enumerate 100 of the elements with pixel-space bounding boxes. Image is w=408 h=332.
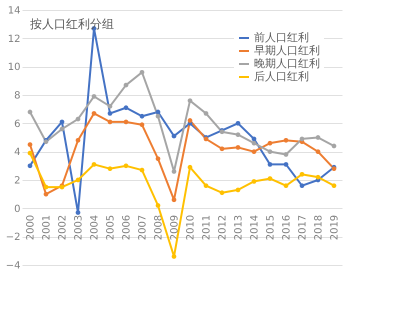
point xyxy=(28,110,32,114)
point xyxy=(204,111,208,116)
point xyxy=(76,178,80,182)
point xyxy=(140,114,144,119)
point xyxy=(124,163,128,168)
point xyxy=(92,111,96,116)
y-tick-label: 12 xyxy=(8,34,20,45)
y-tick-label: 8 xyxy=(14,90,20,102)
point xyxy=(284,152,288,157)
point xyxy=(172,254,176,259)
x-tick-label: 2016 xyxy=(282,214,292,240)
point xyxy=(252,149,256,154)
point xyxy=(172,197,176,202)
x-tick-label: 2000 xyxy=(26,214,36,240)
x-tick-label: 2007 xyxy=(138,214,148,240)
point xyxy=(124,120,128,124)
y-tick-label: 6 xyxy=(14,118,20,130)
point xyxy=(316,135,320,140)
point xyxy=(108,111,112,116)
point xyxy=(108,120,112,124)
point xyxy=(44,184,48,190)
point xyxy=(124,105,128,110)
x-tick-label: 2008 xyxy=(154,214,164,240)
x-tick-label: 2013 xyxy=(234,214,244,240)
point xyxy=(28,150,32,156)
point xyxy=(140,70,144,75)
point xyxy=(284,162,288,167)
y-tick-label: 10 xyxy=(8,62,20,74)
point xyxy=(188,164,192,170)
x-tick-label: 2015 xyxy=(266,214,276,240)
point xyxy=(220,146,224,152)
point xyxy=(76,138,80,143)
x-tick-label: 2014 xyxy=(250,214,260,240)
legend-label: 前人口红利 xyxy=(254,31,309,44)
point xyxy=(156,114,160,119)
point xyxy=(140,122,144,128)
y-tick-label: 2 xyxy=(14,176,20,186)
point xyxy=(268,149,272,154)
point xyxy=(316,149,320,154)
point xyxy=(92,94,96,99)
legend-label: 早期人口红利 xyxy=(254,44,320,57)
point xyxy=(220,190,224,196)
x-tick-label: 2005 xyxy=(106,214,116,240)
point xyxy=(332,144,336,148)
point xyxy=(204,183,208,188)
point xyxy=(76,210,80,215)
x-tick-label: 2001 xyxy=(42,214,52,240)
point xyxy=(108,166,112,172)
point xyxy=(124,82,128,88)
point xyxy=(252,140,256,146)
x-tick-label: 2017 xyxy=(298,214,308,240)
y-tick-label: 14 xyxy=(8,6,20,16)
y-tick-label: 4 xyxy=(14,147,20,158)
point xyxy=(156,110,160,114)
point xyxy=(300,172,304,177)
point xyxy=(284,138,288,143)
point xyxy=(188,118,192,123)
point xyxy=(60,126,64,132)
point xyxy=(60,120,64,124)
point xyxy=(268,176,272,181)
point xyxy=(28,163,32,168)
point xyxy=(92,162,96,167)
legend-label: 后人口红利 xyxy=(254,70,309,83)
point xyxy=(188,98,192,104)
x-tick-label: 2012 xyxy=(218,214,228,240)
point xyxy=(284,183,288,188)
x-tick-label: 2018 xyxy=(314,214,324,240)
point xyxy=(76,116,80,122)
x-tick-label: 2006 xyxy=(122,214,132,240)
point xyxy=(252,136,256,142)
point xyxy=(236,120,240,126)
point xyxy=(156,203,160,208)
point xyxy=(108,104,112,109)
point xyxy=(44,192,48,197)
point xyxy=(316,174,320,180)
point xyxy=(140,168,144,172)
y-tick-label: 0 xyxy=(14,204,20,215)
point xyxy=(268,140,272,146)
y-tick-label: −4 xyxy=(6,260,20,272)
point xyxy=(236,145,240,150)
point xyxy=(268,162,272,167)
point xyxy=(172,134,176,138)
point xyxy=(252,179,256,184)
x-tick-label: 2003 xyxy=(74,214,84,240)
text: 按人口红利分组 xyxy=(30,17,114,31)
point xyxy=(332,183,336,188)
y-tick-label: −2 xyxy=(6,232,20,244)
x-tick-label: 2002 xyxy=(58,214,68,240)
point xyxy=(300,183,304,188)
point xyxy=(236,132,240,138)
x-tick-label: 2004 xyxy=(90,214,100,240)
point xyxy=(236,188,240,192)
point xyxy=(156,156,160,162)
point xyxy=(28,142,32,147)
x-tick-label: 2010 xyxy=(186,214,196,240)
legend-label: 晚期人口红利 xyxy=(254,57,320,70)
point xyxy=(300,136,304,142)
x-tick-label: 2019 xyxy=(330,214,340,240)
x-tick-label: 2011 xyxy=(202,214,212,240)
point xyxy=(172,169,176,174)
